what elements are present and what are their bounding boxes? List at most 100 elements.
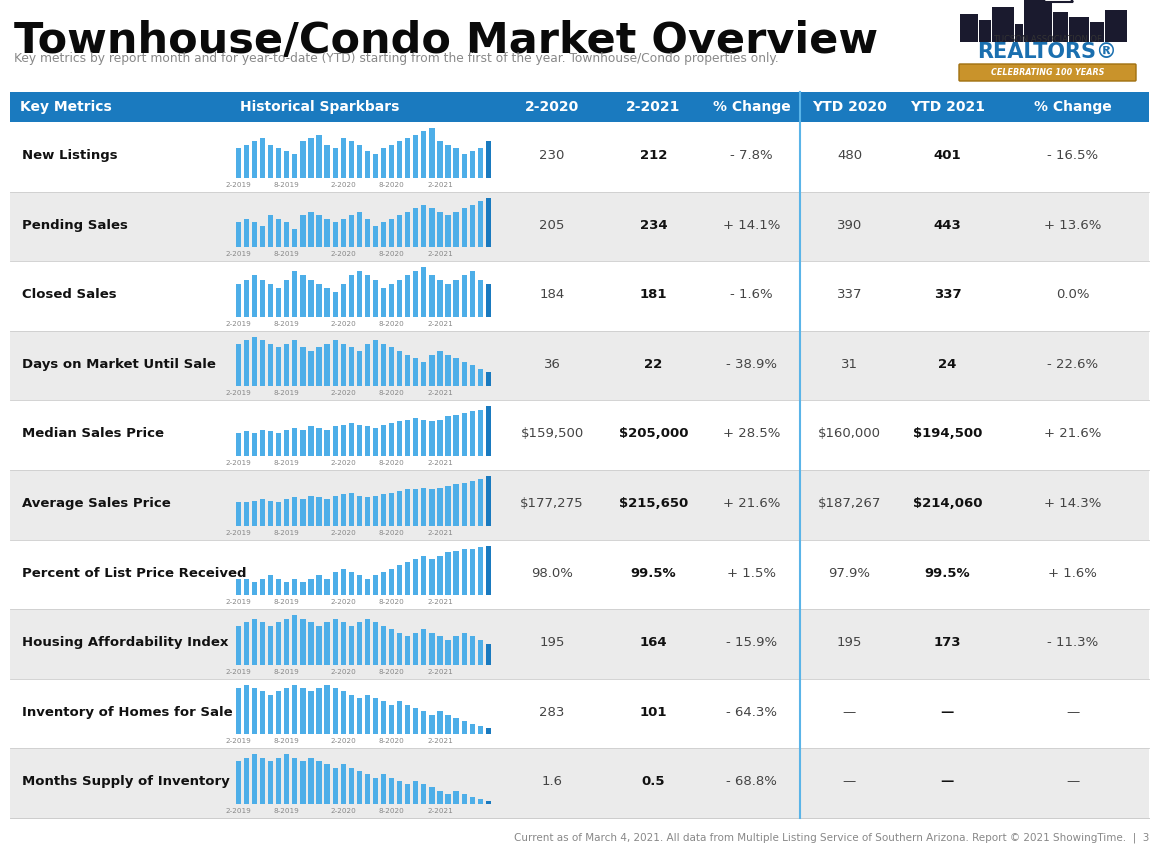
Text: Housing Affordability Index: Housing Affordability Index <box>22 636 228 649</box>
Text: 2-2019: 2-2019 <box>226 808 252 814</box>
Bar <box>357 771 362 804</box>
Text: + 21.6%: + 21.6% <box>1044 427 1101 440</box>
Text: - 68.8%: - 68.8% <box>726 776 777 789</box>
Bar <box>421 556 427 595</box>
Bar <box>389 777 394 804</box>
Bar <box>469 636 475 665</box>
Bar <box>381 626 386 665</box>
Bar <box>413 358 418 386</box>
Bar <box>276 579 282 595</box>
Bar <box>373 428 378 456</box>
Bar <box>243 623 249 665</box>
Bar <box>308 623 314 665</box>
Bar <box>421 132 427 178</box>
Bar <box>453 415 459 456</box>
Bar <box>349 768 353 804</box>
Bar <box>406 212 410 247</box>
Bar <box>373 226 378 247</box>
Bar <box>260 341 265 386</box>
Text: Median Sales Price: Median Sales Price <box>22 427 165 440</box>
Text: 8-2019: 8-2019 <box>274 669 300 675</box>
Text: 98.0%: 98.0% <box>531 567 573 580</box>
Bar <box>252 433 257 456</box>
Text: 2-2021: 2-2021 <box>626 100 680 114</box>
Bar <box>308 691 314 734</box>
Bar <box>349 215 353 247</box>
Bar <box>349 695 353 734</box>
Bar <box>478 640 483 665</box>
Bar <box>437 488 443 525</box>
Bar <box>389 704 394 734</box>
Text: 8-2019: 8-2019 <box>274 181 300 187</box>
Bar <box>373 698 378 734</box>
Bar <box>469 272 475 316</box>
Bar <box>469 481 475 525</box>
Bar <box>325 623 329 665</box>
Text: + 1.5%: + 1.5% <box>727 567 777 580</box>
Bar <box>389 493 394 525</box>
Bar <box>461 155 467 178</box>
Bar <box>478 479 483 525</box>
Bar <box>398 781 402 804</box>
Bar <box>10 748 1149 818</box>
Text: + 14.1%: + 14.1% <box>723 218 780 231</box>
Bar <box>341 425 345 456</box>
Text: —: — <box>843 706 857 719</box>
Bar <box>1054 12 1067 42</box>
Bar <box>10 470 1149 539</box>
Bar <box>292 615 298 665</box>
Text: + 13.6%: + 13.6% <box>1044 218 1101 231</box>
Text: 2-2020: 2-2020 <box>330 739 356 745</box>
Bar <box>437 141 443 178</box>
Bar <box>268 695 274 734</box>
Bar <box>429 633 435 665</box>
Bar <box>284 754 290 804</box>
Bar <box>243 685 249 734</box>
Bar <box>268 284 274 316</box>
Bar <box>437 791 443 804</box>
Text: 2-2019: 2-2019 <box>226 390 252 396</box>
Bar <box>429 559 435 595</box>
Bar <box>413 489 418 525</box>
Bar <box>235 626 241 665</box>
Text: 2-2020: 2-2020 <box>330 181 356 187</box>
Bar <box>365 774 370 804</box>
Text: % Change: % Change <box>713 100 790 114</box>
Text: 283: 283 <box>539 706 564 719</box>
Bar <box>437 280 443 316</box>
Bar <box>276 433 282 456</box>
Bar <box>243 758 249 804</box>
Bar <box>413 559 418 595</box>
Text: A: A <box>1054 0 1063 3</box>
Bar <box>268 575 274 595</box>
Bar <box>381 494 386 525</box>
Bar <box>429 421 435 456</box>
Bar <box>421 488 427 525</box>
Bar <box>316 497 322 525</box>
Text: 230: 230 <box>539 149 564 162</box>
Bar <box>10 192 1149 261</box>
Bar <box>276 148 282 178</box>
Bar <box>398 280 402 316</box>
Bar <box>260 758 265 804</box>
Bar <box>276 347 282 386</box>
Bar <box>461 413 467 456</box>
Text: Closed Sales: Closed Sales <box>22 288 117 301</box>
Text: 8-2020: 8-2020 <box>379 808 404 814</box>
Text: 337: 337 <box>837 288 862 301</box>
Bar <box>333 496 337 525</box>
Text: 2-2019: 2-2019 <box>226 530 252 536</box>
Bar <box>243 502 249 525</box>
Bar <box>292 428 298 456</box>
Text: 401: 401 <box>934 149 961 162</box>
Bar <box>292 758 298 804</box>
Bar <box>308 212 314 247</box>
Text: 2-2021: 2-2021 <box>427 390 453 396</box>
Bar <box>341 691 345 734</box>
Bar <box>406 420 410 456</box>
Bar <box>341 138 345 178</box>
Text: - 15.9%: - 15.9% <box>726 636 777 649</box>
Bar <box>260 499 265 525</box>
Text: - 11.3%: - 11.3% <box>1047 636 1099 649</box>
Text: 8-2020: 8-2020 <box>379 321 404 327</box>
